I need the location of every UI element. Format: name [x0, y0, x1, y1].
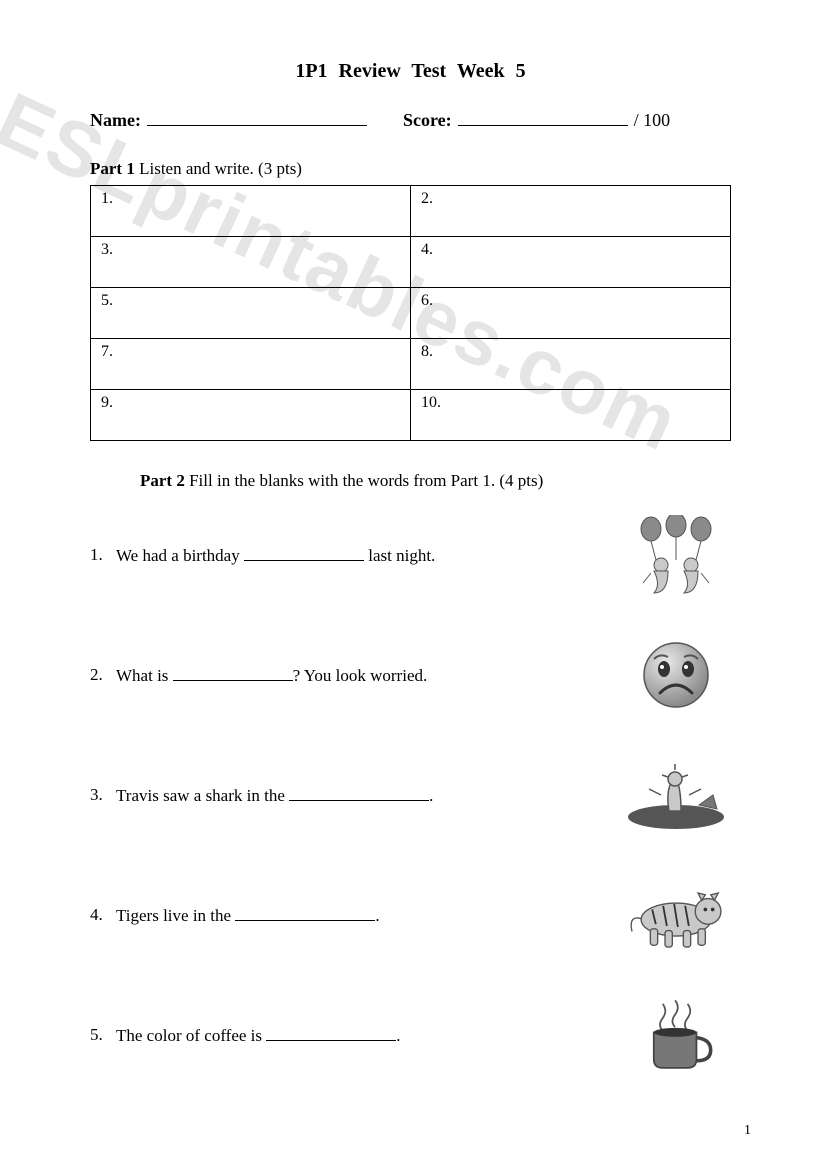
q2-before: What is — [116, 666, 173, 685]
page-number: 1 — [744, 1123, 751, 1139]
cell-9[interactable]: 9. — [91, 389, 411, 440]
q1: 1. We had a birthday last night. — [90, 515, 731, 595]
table-row: 7. 8. — [91, 338, 731, 389]
q1-before: We had a birthday — [116, 546, 244, 565]
q1-blank[interactable] — [244, 543, 364, 561]
q2-num: 2. — [90, 665, 116, 685]
coffee-icon — [621, 995, 731, 1075]
q3-blank[interactable] — [289, 783, 429, 801]
q2-text: What is ? You look worried. — [116, 663, 611, 686]
header-row: Name: Score: / 100 — [90, 105, 731, 131]
score-blank[interactable] — [458, 105, 628, 126]
part2-heading: Part 2 Fill in the blanks with the words… — [140, 471, 731, 491]
table-row: 5. 6. — [91, 287, 731, 338]
q3-text: Travis saw a shark in the . — [116, 783, 611, 806]
q3: 3. Travis saw a shark in the . — [90, 755, 731, 835]
q3-num: 3. — [90, 785, 116, 805]
q5-before: The color of coffee is — [116, 1026, 266, 1045]
part2-heading-bold: Part 2 — [140, 471, 185, 490]
q4: 4. Tigers live in the . — [90, 875, 731, 955]
q5-after: . — [396, 1026, 400, 1045]
table-row: 9. 10. — [91, 389, 731, 440]
q2-after: ? You look worried. — [293, 666, 428, 685]
part1-heading-bold: Part 1 — [90, 159, 135, 178]
table-row: 3. 4. — [91, 236, 731, 287]
q4-before: Tigers live in the — [116, 906, 235, 925]
q4-blank[interactable] — [235, 903, 375, 921]
cell-8[interactable]: 8. — [411, 338, 731, 389]
q1-after: last night. — [364, 546, 435, 565]
q4-text: Tigers live in the . — [116, 903, 611, 926]
cell-3[interactable]: 3. — [91, 236, 411, 287]
q4-after: . — [375, 906, 379, 925]
part1-heading: Part 1 Listen and write. (3 pts) — [90, 159, 731, 179]
cell-5[interactable]: 5. — [91, 287, 411, 338]
q1-text: We had a birthday last night. — [116, 543, 611, 566]
q3-before: Travis saw a shark in the — [116, 786, 289, 805]
name-blank[interactable] — [147, 105, 367, 126]
q1-num: 1. — [90, 545, 116, 565]
shark-icon — [621, 755, 731, 835]
part1-table: 1. 2. 3. 4. 5. 6. 7. 8. 9. 10. — [90, 185, 731, 441]
q5-num: 5. — [90, 1025, 116, 1045]
q3-after: . — [429, 786, 433, 805]
q5-blank[interactable] — [266, 1023, 396, 1041]
part1-heading-rest: Listen and write. (3 pts) — [135, 159, 302, 178]
cell-1[interactable]: 1. — [91, 185, 411, 236]
page-title: 1P1 Review Test Week 5 — [90, 60, 731, 83]
tiger-icon — [621, 875, 731, 955]
party-icon — [621, 515, 731, 595]
part2-heading-rest: Fill in the blanks with the words from P… — [185, 471, 543, 490]
cell-6[interactable]: 6. — [411, 287, 731, 338]
sad-face-icon — [621, 635, 731, 715]
q4-num: 4. — [90, 905, 116, 925]
cell-10[interactable]: 10. — [411, 389, 731, 440]
q5: 5. The color of coffee is . — [90, 995, 731, 1075]
name-label: Name: — [90, 110, 141, 131]
score-suffix: / 100 — [634, 110, 671, 131]
q2-blank[interactable] — [173, 663, 293, 681]
q5-text: The color of coffee is . — [116, 1023, 611, 1046]
table-row: 1. 2. — [91, 185, 731, 236]
score-label: Score: — [403, 110, 452, 131]
cell-7[interactable]: 7. — [91, 338, 411, 389]
cell-2[interactable]: 2. — [411, 185, 731, 236]
q2: 2. What is ? You look worried. — [90, 635, 731, 715]
cell-4[interactable]: 4. — [411, 236, 731, 287]
part2-list: 1. We had a birthday last night. — [90, 515, 731, 1075]
